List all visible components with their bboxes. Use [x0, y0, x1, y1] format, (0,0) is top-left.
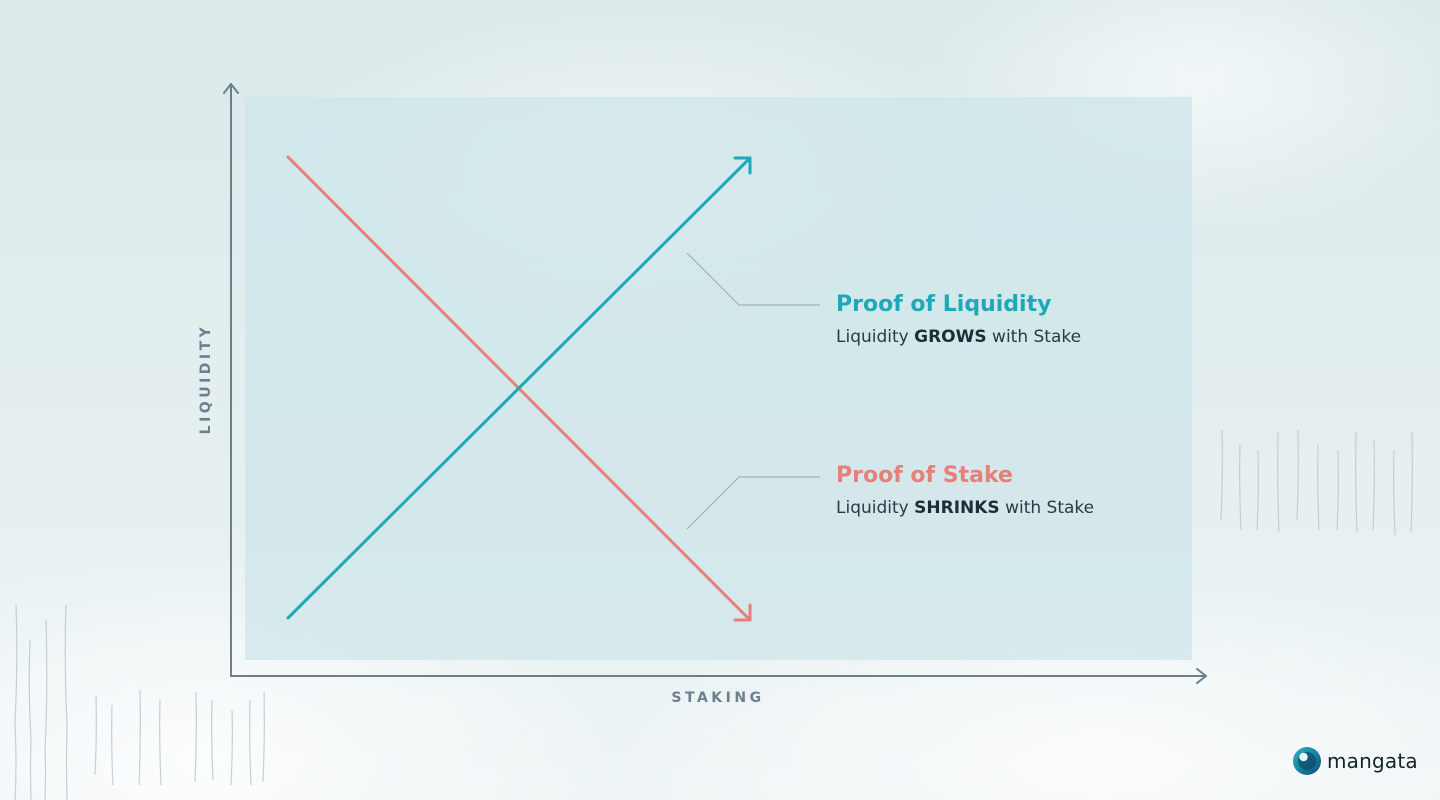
y-axis-label: LIQUIDITY	[198, 323, 214, 435]
background-streaks	[14, 429, 1413, 800]
proof-of-stake-leader-line	[686, 476, 820, 530]
description-text: with Stake	[999, 498, 1095, 518]
proof-of-liquidity-title: Proof of Liquidity	[836, 292, 1052, 317]
description-text: with Stake	[986, 327, 1082, 347]
x-axis	[230, 668, 1207, 684]
plot-panel	[245, 97, 1192, 660]
description-emphasis: GROWS	[914, 327, 987, 347]
description-emphasis: SHRINKS	[914, 498, 1000, 518]
x-axis-label: STAKING	[671, 690, 765, 706]
brand-logo: mangata	[1292, 744, 1418, 778]
proof-of-stake-title: Proof of Stake	[836, 463, 1013, 488]
y-axis	[223, 83, 239, 677]
x-axis-arrow-icon	[1196, 668, 1207, 684]
proof-of-liquidity-leader-line	[686, 252, 820, 306]
proof-of-stake-arrow-icon	[733, 603, 752, 622]
mangata-logo-icon	[1293, 747, 1321, 775]
proof-of-liquidity-arrow-icon	[733, 156, 752, 175]
description-text: Liquidity	[836, 498, 915, 518]
brand-name: mangata	[1327, 749, 1418, 773]
y-axis-arrow-icon	[223, 83, 239, 94]
proof-of-liquidity-description: Liquidity GROWS with Stake	[836, 327, 1081, 347]
proof-of-stake-description: Liquidity SHRINKS with Stake	[836, 498, 1094, 518]
description-text: Liquidity	[836, 327, 915, 347]
series-proof-of-liquidity-line	[286, 156, 752, 620]
brand-mark-spacer	[1292, 747, 1320, 775]
